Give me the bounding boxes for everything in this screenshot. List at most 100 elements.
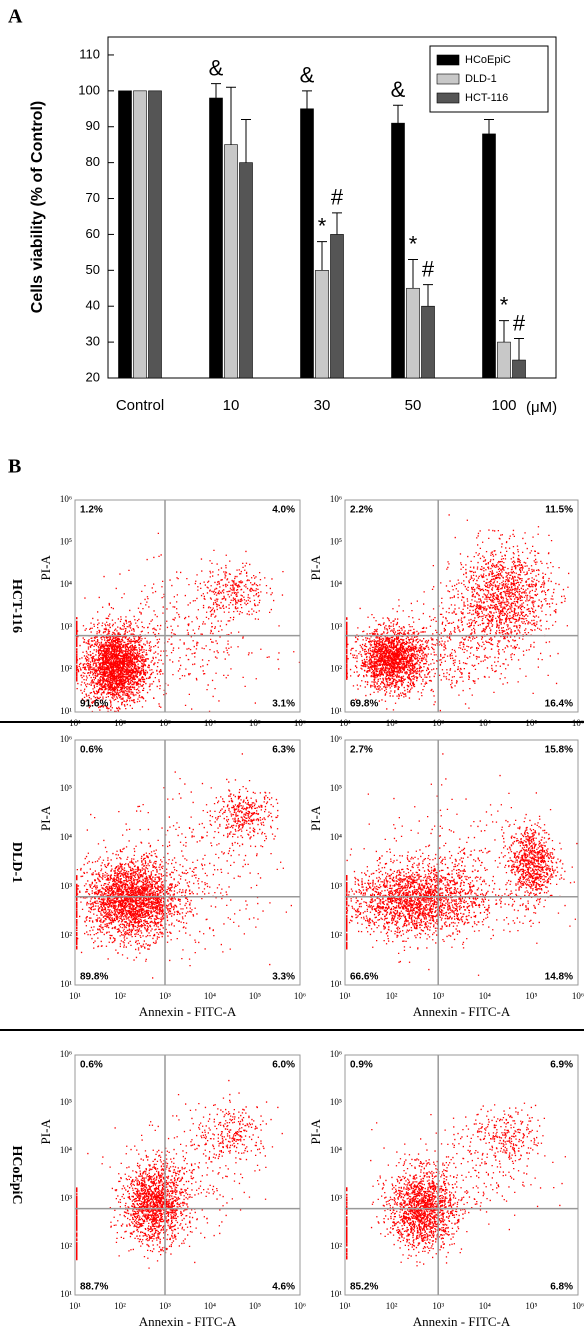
y-tick-label: 110: [79, 46, 100, 61]
y-tick-label: 10⁶: [330, 494, 342, 504]
legend-swatch: [436, 54, 460, 66]
quadrant-percent: 11.5%: [545, 505, 573, 516]
x-tick-label: 30: [314, 397, 331, 414]
y-tick-label: 10²: [60, 1241, 72, 1251]
quadrant-percent: 15.8%: [545, 745, 573, 756]
x-tick-label: 10⁶: [294, 1301, 306, 1311]
y-tick-label: 10¹: [60, 979, 72, 989]
error-bar: [393, 104, 403, 124]
bar: [239, 162, 253, 379]
row-label: HCoEpiC: [9, 1145, 24, 1204]
bar: [118, 90, 132, 379]
y-tick-label: 10³: [330, 621, 342, 631]
y-axis-label: Cells viability (% of Control): [29, 101, 46, 313]
significance-marker: *: [318, 213, 327, 238]
quadrant-percent: 4.6%: [272, 1282, 295, 1293]
x-tick-label: 10³: [432, 718, 444, 728]
legend-swatch: [436, 73, 460, 85]
significance-marker: &: [391, 77, 406, 102]
y-axis-label: PI-A: [38, 805, 53, 831]
x-tick-label: 10⁶: [294, 991, 306, 1001]
panel-label: A: [8, 6, 23, 28]
quadrant-percent: 88.7%: [80, 1282, 108, 1293]
x-axis-label: Annexin - FITC-A: [413, 1004, 511, 1019]
y-tick-label: 10²: [60, 664, 72, 674]
x-tick-label: 10²: [114, 991, 126, 1001]
quadrant-percent: 6.3%: [272, 745, 295, 756]
x-tick-label: 10⁵: [525, 991, 537, 1001]
x-tick-label: 100: [491, 397, 516, 414]
bar: [315, 270, 329, 379]
error-bar: [226, 86, 236, 145]
bar: [209, 97, 223, 379]
y-tick-label: 10¹: [330, 706, 342, 716]
plot-frame: [74, 739, 301, 986]
x-tick-label: 10⁶: [572, 718, 584, 728]
y-tick-label: 70: [86, 190, 100, 205]
x-tick-label: 10³: [432, 991, 444, 1001]
y-tick-label: 10²: [60, 930, 72, 940]
y-tick-label: 10⁵: [60, 536, 72, 546]
plot-frame: [74, 1054, 301, 1296]
y-tick-label: 10⁴: [330, 1145, 342, 1155]
event-dots: [76, 1079, 283, 1269]
bar: [148, 90, 162, 379]
x-axis-label: Annexin - FITC-A: [413, 1314, 511, 1327]
error-bar: [332, 212, 342, 235]
significance-marker: #: [422, 256, 435, 281]
y-tick-label: 10¹: [60, 706, 72, 716]
y-tick-label: 10⁴: [330, 832, 342, 842]
plot-frame: [344, 739, 579, 986]
y-tick-label: 10⁵: [330, 536, 342, 546]
y-tick-label: 10¹: [330, 979, 342, 989]
x-tick-label: 10²: [386, 718, 398, 728]
x-tick-label: 10⁴: [479, 1301, 491, 1311]
significance-marker: *: [409, 231, 418, 256]
x-tick-label: 10³: [159, 718, 171, 728]
x-tick-label: 10¹: [339, 718, 351, 728]
error-bar: [241, 119, 251, 163]
quadrant-percent: 0.9%: [350, 1060, 373, 1071]
x-tick-label: 10⁶: [294, 718, 306, 728]
event-dots: [346, 1102, 566, 1267]
significance-marker: #: [513, 310, 526, 335]
error-bar: [423, 284, 433, 307]
significance-marker: &: [209, 55, 224, 80]
y-tick-label: 10⁴: [60, 832, 72, 842]
quadrant-percent: 6.9%: [550, 1060, 573, 1071]
x-tick-label: 10²: [386, 991, 398, 1001]
significance-marker: *: [500, 292, 509, 317]
bar: [133, 90, 147, 379]
error-bar: [514, 338, 524, 361]
x-tick-label: 10³: [159, 1301, 171, 1311]
plot-frame: [344, 1054, 579, 1296]
quadrant-percent: 0.6%: [80, 745, 103, 756]
y-tick-label: 10⁴: [330, 579, 342, 589]
quadrant-percent: 66.6%: [350, 972, 378, 983]
y-tick-label: 10⁴: [60, 579, 72, 589]
x-tick-label: 10⁵: [249, 718, 261, 728]
y-axis-label: PI-A: [38, 555, 53, 581]
y-tick-label: 10³: [330, 1193, 342, 1203]
bar: [512, 359, 526, 379]
quadrant-percent: 16.4%: [545, 699, 573, 710]
y-tick-label: 10²: [330, 930, 342, 940]
x-tick-label: 10³: [159, 991, 171, 1001]
y-axis-label: PI-A: [308, 555, 323, 581]
x-tick-label: 10³: [432, 1301, 444, 1311]
y-tick-label: 10⁶: [330, 734, 342, 744]
y-tick-label: 10⁵: [330, 783, 342, 793]
quadrant-percent: 2.7%: [350, 745, 373, 756]
legend-label: DLD-1: [465, 73, 497, 85]
y-tick-label: 10³: [330, 881, 342, 891]
significance-marker: &: [300, 63, 315, 88]
x-tick-label: 10⁵: [525, 1301, 537, 1311]
event-dots: [76, 753, 292, 979]
x-tick-label: 10⁴: [479, 991, 491, 1001]
quadrant-percent: 6.0%: [272, 1060, 295, 1071]
y-tick-label: 10⁵: [330, 1097, 342, 1107]
y-tick-label: 40: [86, 298, 100, 313]
legend-label: HCT-116: [465, 92, 508, 104]
x-tick-label: 10⁵: [249, 991, 261, 1001]
x-tick-label: 10⁴: [479, 718, 491, 728]
